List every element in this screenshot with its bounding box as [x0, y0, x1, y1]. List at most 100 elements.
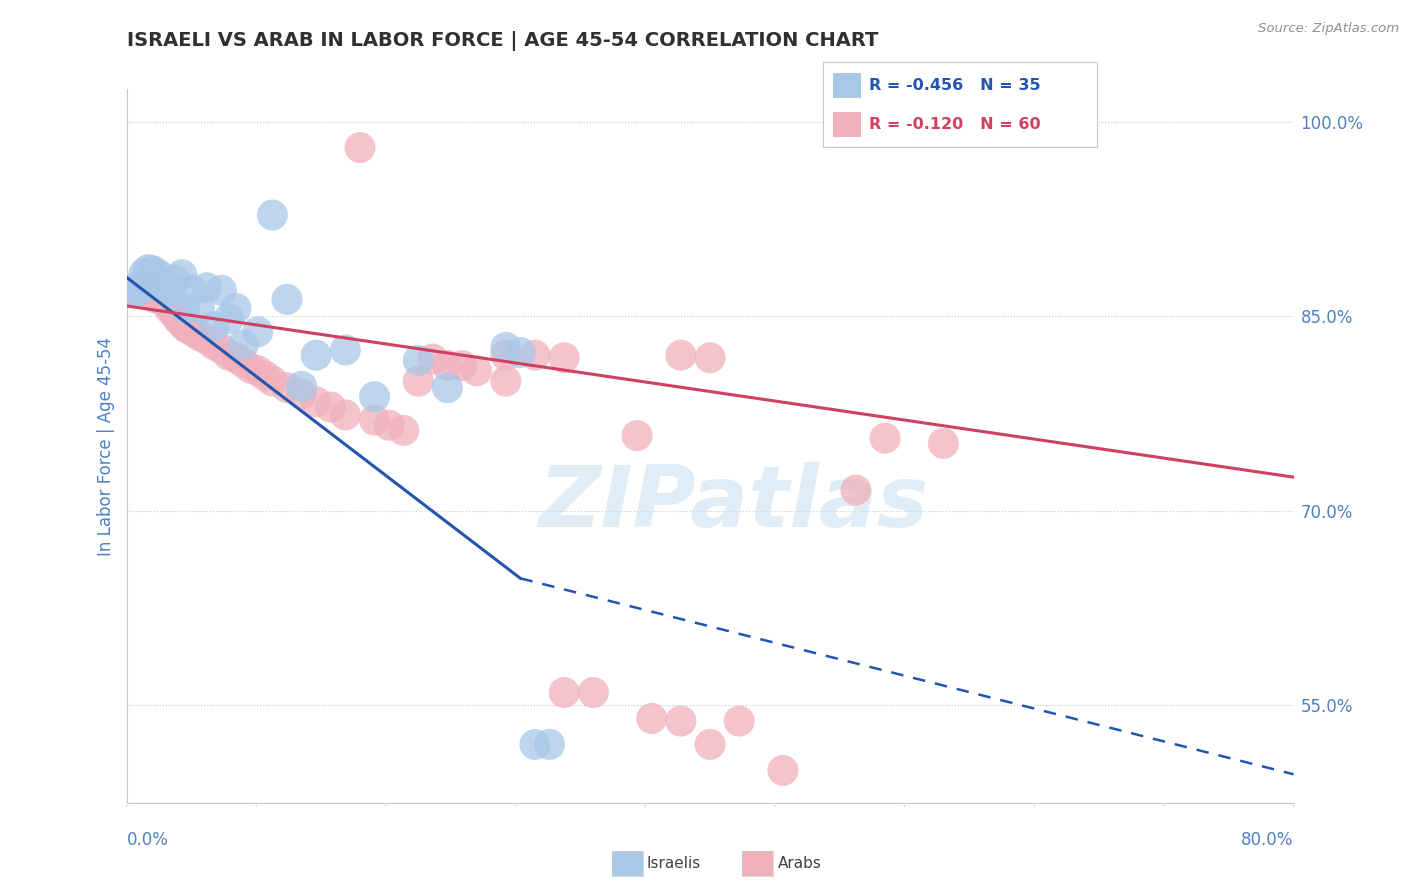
Point	[152, 276, 174, 290]
Point	[699, 738, 721, 752]
Point	[139, 285, 162, 300]
Point	[188, 328, 211, 343]
Point	[156, 283, 179, 297]
Point	[183, 325, 205, 339]
Point	[276, 293, 298, 307]
Point	[218, 348, 240, 362]
Point	[152, 293, 174, 308]
Point	[188, 301, 211, 316]
Point	[495, 374, 517, 388]
Point	[349, 140, 371, 154]
Point	[845, 483, 868, 497]
Point	[262, 208, 284, 222]
Point	[451, 359, 474, 373]
Y-axis label: In Labor Force | Age 45-54: In Labor Force | Age 45-54	[97, 336, 115, 556]
Point	[129, 282, 152, 296]
Point	[148, 290, 170, 304]
Point	[728, 714, 751, 728]
Point	[195, 281, 218, 295]
Point	[181, 283, 204, 297]
Point	[335, 343, 357, 357]
Point	[246, 325, 269, 339]
Point	[142, 288, 165, 302]
Point	[305, 348, 328, 362]
Point	[524, 738, 547, 752]
Point	[932, 436, 955, 450]
Point	[125, 281, 148, 295]
Point	[669, 348, 692, 362]
Point	[699, 351, 721, 365]
Point	[159, 283, 181, 297]
Point	[305, 395, 328, 409]
Point	[669, 714, 692, 728]
Point	[436, 381, 458, 395]
Point	[225, 301, 247, 316]
Point	[225, 351, 247, 365]
Point	[509, 345, 531, 359]
Point	[142, 276, 165, 290]
Text: Israelis: Israelis	[647, 856, 702, 871]
Point	[495, 340, 517, 354]
Point	[772, 764, 794, 778]
Point	[129, 282, 152, 296]
Point	[166, 311, 188, 326]
Point	[132, 279, 155, 293]
Point	[875, 431, 897, 445]
Point	[209, 283, 232, 297]
Point	[640, 711, 664, 725]
Point	[163, 307, 186, 321]
Point	[392, 424, 415, 438]
Text: Arabs: Arabs	[778, 856, 821, 871]
Point	[335, 408, 357, 422]
Point	[290, 387, 312, 401]
Point	[436, 359, 458, 373]
Point	[138, 262, 160, 277]
Point	[170, 316, 193, 330]
Point	[132, 267, 155, 281]
Point	[163, 273, 186, 287]
Point	[209, 342, 232, 356]
Text: Source: ZipAtlas.com: Source: ZipAtlas.com	[1258, 22, 1399, 36]
Point	[195, 333, 218, 347]
Point	[202, 319, 225, 334]
Text: R = -0.120   N = 60: R = -0.120 N = 60	[869, 117, 1040, 132]
Point	[422, 352, 444, 367]
Text: ZIPatlas: ZIPatlas	[538, 461, 928, 545]
Point	[127, 279, 149, 293]
Point	[159, 302, 181, 317]
Point	[363, 390, 385, 404]
Point	[148, 268, 170, 282]
Point	[582, 685, 605, 699]
Point	[319, 400, 342, 414]
Point	[408, 374, 430, 388]
Point	[174, 301, 197, 316]
Point	[254, 368, 277, 383]
Point	[276, 381, 298, 395]
Point	[218, 311, 240, 326]
Point	[136, 277, 159, 291]
Point	[232, 356, 254, 370]
Point	[156, 296, 179, 310]
Point	[246, 364, 269, 378]
Point	[553, 685, 575, 699]
Point	[626, 428, 648, 442]
Point	[408, 353, 430, 368]
Text: R = -0.456   N = 35: R = -0.456 N = 35	[869, 78, 1040, 93]
Point	[142, 264, 165, 278]
Point	[145, 291, 167, 305]
Point	[262, 374, 284, 388]
Point	[465, 364, 488, 378]
Point	[170, 268, 193, 282]
Point	[524, 348, 547, 362]
Point	[538, 738, 561, 752]
Bar	[834, 72, 860, 98]
Point	[232, 338, 254, 352]
Bar	[834, 112, 860, 137]
Text: ISRAELI VS ARAB IN LABOR FORCE | AGE 45-54 CORRELATION CHART: ISRAELI VS ARAB IN LABOR FORCE | AGE 45-…	[127, 31, 877, 51]
Text: 80.0%: 80.0%	[1241, 831, 1294, 849]
Point	[290, 379, 312, 393]
Point	[174, 319, 197, 334]
Point	[378, 418, 401, 433]
Point	[179, 322, 201, 336]
Point	[553, 351, 575, 365]
